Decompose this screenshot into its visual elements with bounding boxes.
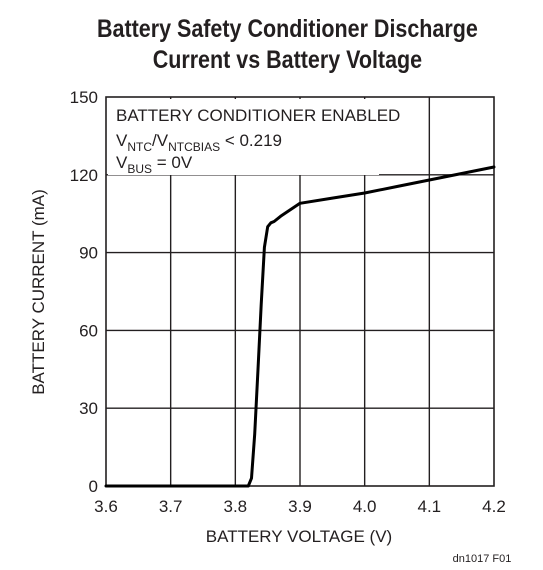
y-tick-label: 90 xyxy=(79,244,98,263)
annotation-vbus-v: V xyxy=(116,153,128,172)
x-tick-label: 4.1 xyxy=(418,497,442,516)
y-tick-label: 0 xyxy=(89,477,98,496)
x-tick-label: 4.2 xyxy=(482,497,506,516)
x-axis-label: BATTERY VOLTAGE (V) xyxy=(206,527,392,546)
annotation-conditioner-enabled: BATTERY CONDITIONER ENABLED xyxy=(116,106,400,125)
x-tick-label: 3.6 xyxy=(94,497,118,516)
annotation-vbus-sub: BUS xyxy=(127,162,152,176)
figure-code: dn1017 F01 xyxy=(453,553,512,565)
x-tick-label: 3.7 xyxy=(159,497,183,516)
y-tick-label: 120 xyxy=(70,166,98,185)
x-tick-label: 3.9 xyxy=(288,497,312,516)
annotation-background xyxy=(108,99,379,175)
annotation-ntc-sub: NTC xyxy=(127,140,152,154)
annotation-ntc-v: V xyxy=(116,131,128,150)
chart-title-line-2: Current vs Battery Voltage xyxy=(153,45,422,73)
x-tick-label: 4.0 xyxy=(353,497,377,516)
x-tick-labels: 3.6 3.7 3.8 3.9 4.0 4.1 4.2 xyxy=(94,497,506,516)
plot-frame xyxy=(105,96,495,487)
x-tick-label: 3.8 xyxy=(224,497,248,516)
annotation-ntc-threshold: < 0.219 xyxy=(220,131,282,150)
annotation-ntcbias-sub: NTCBIAS xyxy=(168,140,220,154)
y-tick-label: 60 xyxy=(79,321,98,340)
chart-title-line-1: Battery Safety Conditioner Discharge xyxy=(97,14,478,42)
annotation-block: BATTERY CONDITIONER ENABLED VNTC/VNTCBIA… xyxy=(116,106,400,176)
annotation-ntcbias-v: /V xyxy=(152,131,169,150)
y-tick-label: 30 xyxy=(79,399,98,418)
y-tick-labels: 0 30 60 90 120 150 xyxy=(70,88,98,496)
y-tick-label: 150 xyxy=(70,88,98,107)
annotation-vbus-value: = 0V xyxy=(152,153,193,172)
y-axis-label: BATTERY CURRENT (mA) xyxy=(29,189,48,395)
series-line-battery-current xyxy=(104,165,496,488)
annotation-ntc-ratio: VNTC/VNTCBIAS < 0.219 xyxy=(116,131,282,154)
annotation-vbus: VBUS = 0V xyxy=(116,153,193,176)
